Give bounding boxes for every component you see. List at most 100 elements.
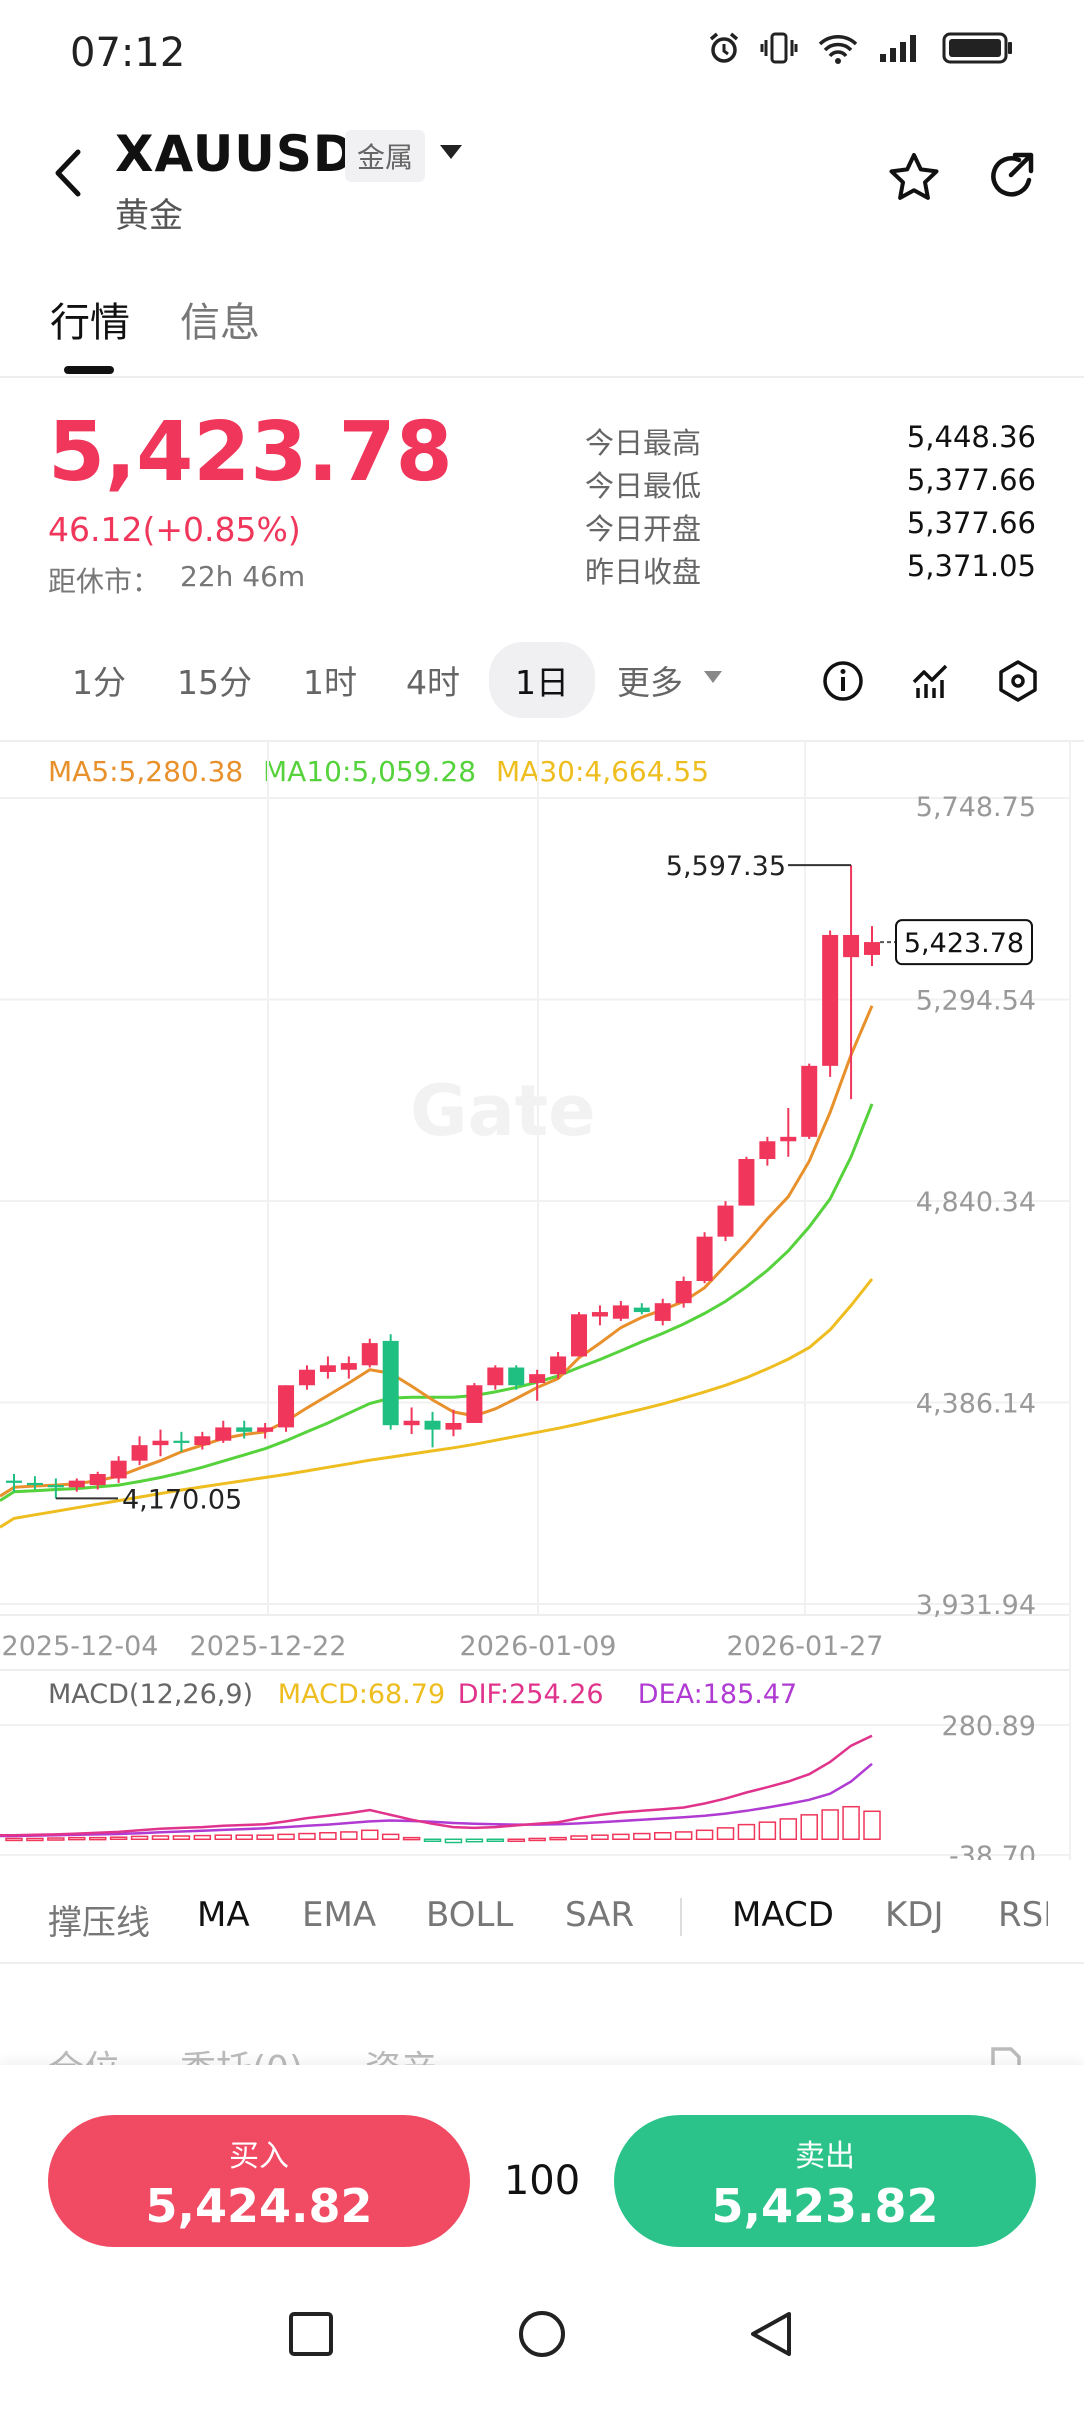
vibrate-icon <box>760 32 798 64</box>
timeframe-1h[interactable]: 1时 <box>303 663 357 702</box>
candle-body <box>633 1307 650 1313</box>
macd-histogram-bar <box>88 1836 107 1841</box>
candle <box>6 1473 22 1492</box>
y-tick-label: 4,386.14 <box>916 1389 1036 1420</box>
candle <box>257 1422 274 1439</box>
candle <box>759 1136 776 1166</box>
timeframe-1d[interactable]: 1日 <box>489 642 595 718</box>
candle <box>445 1409 462 1437</box>
recent-apps-icon[interactable] <box>287 2310 335 2358</box>
macd-histogram-bar <box>235 1834 253 1841</box>
candle <box>131 1436 148 1466</box>
candle <box>738 1156 755 1206</box>
watermark-gate: Gate <box>410 1070 596 1152</box>
candle-body <box>340 1363 357 1370</box>
candle <box>843 865 860 1100</box>
alarm-icon <box>709 32 739 63</box>
back-nav-icon[interactable] <box>745 2308 795 2360</box>
tab-info[interactable]: 信息 <box>180 300 260 346</box>
candle-body <box>110 1460 127 1479</box>
candle-body <box>131 1445 148 1461</box>
candle <box>173 1431 190 1452</box>
indicator-chart-icon[interactable] <box>910 660 952 702</box>
indicator-kdj[interactable]: KDJ <box>885 1895 944 1935</box>
candle <box>591 1305 608 1326</box>
symbol-dropdown-icon[interactable] <box>440 145 462 159</box>
macd-histogram-bar <box>842 1805 860 1841</box>
timeframe-4h[interactable]: 4时 <box>406 663 460 702</box>
macd-histogram-bar <box>109 1836 128 1841</box>
macd-histogram-bar <box>507 1838 525 1843</box>
candle <box>571 1312 588 1357</box>
candle <box>298 1365 315 1390</box>
stat-high-label: 今日最高 <box>585 426 702 460</box>
status-icons <box>706 30 1014 66</box>
candle-body <box>445 1422 462 1430</box>
stat-prev-close-value: 5,371.05 <box>906 549 1036 583</box>
indicator-macd[interactable]: MACD <box>732 1895 834 1935</box>
settings-hexagon-icon[interactable] <box>997 659 1039 703</box>
back-icon[interactable] <box>48 148 88 198</box>
candle-body <box>487 1367 504 1386</box>
stat-high-value: 5,448.36 <box>906 420 1036 454</box>
macd-histogram-bar <box>130 1835 149 1841</box>
share-icon[interactable] <box>985 150 1039 204</box>
indicator-ema[interactable]: EMA <box>302 1895 377 1935</box>
candle-body <box>319 1365 336 1372</box>
signal-icon <box>880 35 916 62</box>
macd-histogram-bar <box>570 1835 588 1841</box>
info-icon[interactable] <box>822 660 864 702</box>
macd-histogram-bar <box>486 1838 505 1843</box>
candle <box>152 1429 169 1457</box>
candle-body <box>822 934 839 1066</box>
sell-price: 5,423.82 <box>711 2179 939 2233</box>
ma30-legend: MA30:4,664.55 <box>496 755 710 788</box>
x-tick-label: 2026-01-09 <box>460 1631 617 1662</box>
candle <box>675 1276 692 1308</box>
macd-histogram-bar <box>26 1837 44 1842</box>
wifi-icon <box>818 35 858 64</box>
timeframe-1m[interactable]: 1分 <box>72 663 126 702</box>
home-icon[interactable] <box>516 2308 568 2360</box>
candle <box>550 1351 567 1379</box>
candle <box>466 1383 483 1423</box>
candle <box>194 1431 211 1450</box>
indicator-rsi[interactable]: RSI <box>998 1895 1048 1935</box>
candlestick-chart[interactable]: Gate 5,748.75 5,294.54 4,840.34 4,386.14 3,93… <box>0 740 1084 1860</box>
macd-histogram-bar <box>340 1831 358 1841</box>
candle-body <box>801 1065 818 1137</box>
timeframe-15m[interactable]: 15分 <box>177 663 252 702</box>
buy-button[interactable]: 买入 5,424.82 <box>48 2115 470 2247</box>
x-tick-label: 2026-01-27 <box>727 1631 884 1662</box>
macd-histogram-bar <box>277 1833 295 1841</box>
macd-histogram-bar <box>361 1829 379 1841</box>
buy-price: 5,424.82 <box>145 2179 373 2233</box>
macd-histogram-bar <box>653 1831 672 1841</box>
macd-histogram-bar <box>612 1833 630 1841</box>
candle <box>89 1471 106 1490</box>
ma5-line <box>0 1005 874 1498</box>
tab-market[interactable]: 行情 <box>50 300 130 346</box>
indicator-ma[interactable]: MA <box>197 1895 250 1935</box>
indicator-boll[interactable]: BOLL <box>426 1895 514 1935</box>
candle <box>717 1201 734 1242</box>
macd-histogram-bar <box>800 1814 818 1841</box>
sell-button[interactable]: 卖出 5,423.82 <box>614 2115 1036 2247</box>
macd-y-tick-label: 280.89 <box>942 1711 1036 1742</box>
market-close-value: 22h 46m <box>180 560 306 593</box>
symbol-subtitle: 黄金 <box>115 196 183 236</box>
candle <box>278 1385 295 1432</box>
macd-legend-2: DIF:254.26 <box>458 1679 604 1710</box>
dif-line <box>0 1734 873 1837</box>
candle <box>612 1300 629 1321</box>
indicator-sar[interactable]: SAR <box>565 1895 635 1935</box>
star-icon[interactable] <box>886 150 942 206</box>
candle-body <box>843 934 860 958</box>
divider <box>0 376 1084 378</box>
candle-body <box>89 1473 106 1486</box>
timeframe-more[interactable]: 更多 <box>617 663 683 702</box>
macd-histogram-bar <box>528 1837 546 1842</box>
quantity-value[interactable]: 100 <box>503 2158 581 2204</box>
y-tick-label: 4,840.34 <box>916 1187 1036 1218</box>
indicator-support-resistance[interactable]: 撑压线 <box>48 1903 150 1943</box>
